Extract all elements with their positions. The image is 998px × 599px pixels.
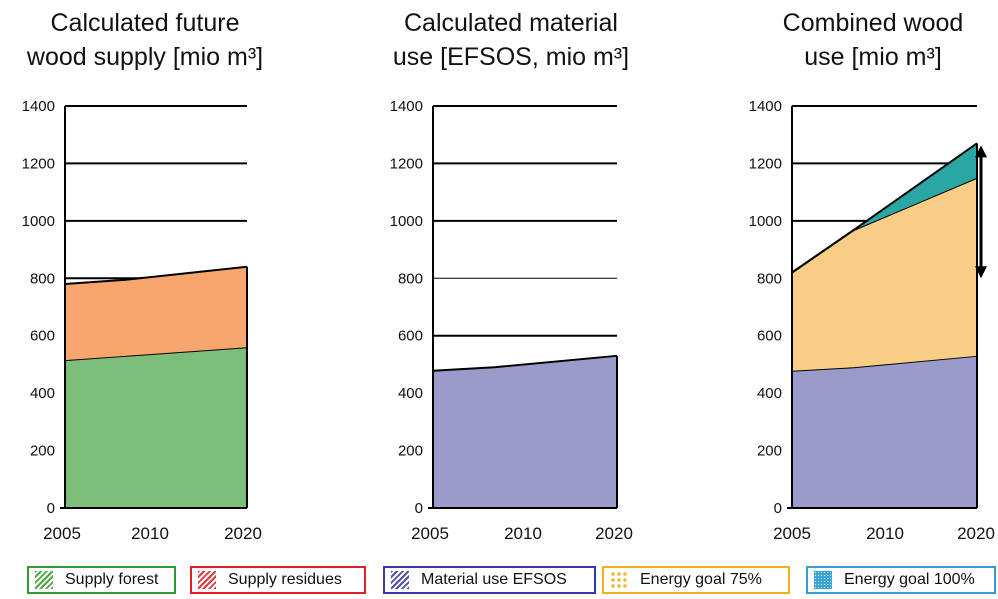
legend-swatch-energy-100: [814, 571, 832, 589]
panel-1-title: Calculated future wood supply [mio m³]: [26, 9, 264, 71]
panel-2-y-tick-600: 600: [398, 328, 423, 345]
panel-1-y-tick-0: 0: [47, 500, 55, 517]
legend-swatch-material-use: [391, 571, 409, 589]
legend-item-supply-forest: Supply forest: [27, 566, 176, 594]
panel-2-y-tick-800: 800: [398, 270, 423, 287]
panel-1-y-tick-400: 400: [30, 385, 55, 402]
panel-3-y-tick-1200: 1200: [749, 155, 782, 172]
panel-3-area-0: [792, 355, 977, 508]
panel-1-x-tick-2020: 2020: [224, 524, 262, 543]
legend-label-material-use: Material use EFSOS: [421, 571, 567, 588]
legend-item-supply-residues: Supply residues: [190, 566, 366, 594]
panel-3-area-edge-2: [791, 142, 978, 274]
panel-2-y-tick-1200: 1200: [390, 155, 423, 172]
panel-2-y-tick-1000: 1000: [390, 213, 423, 230]
legend-label-energy-75: Energy goal 75%: [640, 571, 762, 588]
panel-1-y-tick-200: 200: [30, 443, 55, 460]
legend-item-energy-100: Energy goal 100%: [806, 566, 996, 594]
panel-2-area-0: [433, 355, 617, 508]
legend-label-supply-forest: Supply forest: [65, 571, 159, 588]
legend-label-supply-residues: Supply residues: [228, 571, 342, 588]
charts-canvas: 0 200 400 600 800 1000 1200 1400 2005 2010 2020 0 20…: [22, 98, 995, 543]
panel-2-x-tick-2010: 2010: [504, 524, 542, 543]
panel-1-area-0: [65, 347, 247, 508]
panel-2-y-tick-200: 200: [398, 443, 423, 460]
panel-1-y-tick-1000: 1000: [22, 213, 55, 230]
panel-3-y-tick-800: 800: [757, 270, 782, 287]
legend-swatch-supply-residues: [198, 571, 216, 589]
panel-2-y-tick-1400: 1400: [390, 98, 423, 115]
panel-3-y-tick-200: 200: [757, 443, 782, 460]
legend-swatch-energy-75: [610, 571, 628, 589]
panel-3-x-tick-2010: 2010: [866, 524, 904, 543]
double-arrow-head-top: [975, 145, 987, 158]
panel-3-x-tick-2020: 2020: [957, 524, 995, 543]
panel-2-y-tick-400: 400: [398, 385, 423, 402]
double-arrow-head-bottom: [975, 266, 987, 279]
panel-2-area-edge-0: [432, 354, 618, 372]
panel-3-y-tick-400: 400: [757, 385, 782, 402]
panel-2-x-tick-2005: 2005: [411, 524, 449, 543]
panel-1-y-tick-1400: 1400: [22, 98, 55, 115]
panel-3-y-tick-600: 600: [757, 328, 782, 345]
panel-2-title: Calculated material use [EFSOS, mio m³]: [392, 9, 630, 71]
panel-1-area-edge-1: [64, 265, 248, 286]
panel-2-y-tick-0: 0: [415, 500, 423, 517]
legend-item-material-use: Material use EFSOS: [383, 566, 596, 594]
legend-item-energy-75: Energy goal 75%: [602, 566, 790, 594]
panel-1-x-tick-2010: 2010: [131, 524, 169, 543]
panel-1-y-tick-600: 600: [30, 328, 55, 345]
panel-1-x-tick-2005: 2005: [43, 524, 81, 543]
panel-1-y-tick-1200: 1200: [22, 155, 55, 172]
legend-swatch-supply-forest: [35, 571, 53, 589]
panel-3-title: Combined wood use [mio m³]: [782, 9, 964, 71]
panel-3-y-tick-1400: 1400: [749, 98, 782, 115]
panel-3-area-1: [792, 177, 977, 371]
panel-3-y-tick-1000: 1000: [749, 213, 782, 230]
panel-1-y-tick-800: 800: [30, 270, 55, 287]
panel-3-y-tick-0: 0: [774, 500, 782, 517]
panel-3-x-tick-2005: 2005: [773, 524, 811, 543]
panel-1-area-1: [65, 266, 247, 361]
panel-2-x-tick-2020: 2020: [595, 524, 633, 543]
legend-label-energy-100: Energy goal 100%: [844, 571, 975, 588]
